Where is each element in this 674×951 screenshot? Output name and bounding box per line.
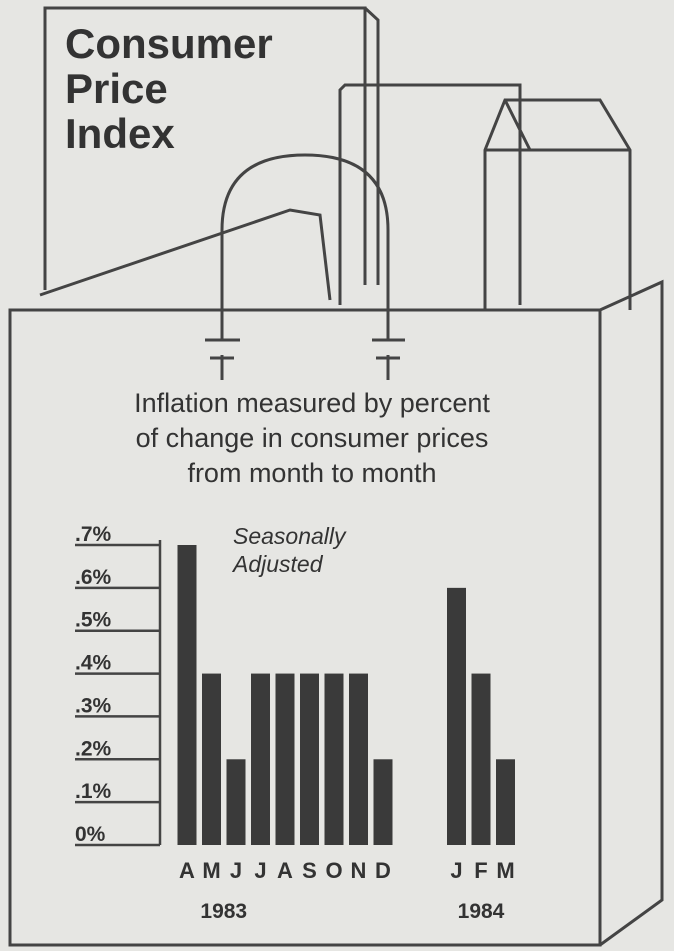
box-label: Consumer	[65, 20, 273, 67]
x-tick-label: A	[179, 858, 195, 883]
bar	[325, 674, 344, 845]
bar	[472, 674, 491, 845]
bar	[276, 674, 295, 845]
box-label: Price	[65, 65, 168, 112]
x-tick-label: A	[277, 858, 293, 883]
x-tick-label: M	[496, 858, 514, 883]
y-tick-label: 0%	[75, 823, 106, 846]
rivets	[205, 340, 405, 380]
x-tick-label: J	[254, 858, 266, 883]
bar	[178, 545, 197, 845]
bar	[349, 674, 368, 845]
bar	[251, 674, 270, 845]
y-tick-label: .4%	[75, 652, 112, 675]
y-tick-label: .7%	[75, 523, 112, 546]
x-group-label: 1984	[458, 900, 505, 923]
x-tick-label: O	[325, 858, 342, 883]
chart-title: from month to month	[187, 458, 436, 488]
package	[340, 85, 520, 305]
carton	[485, 100, 630, 310]
x-tick-label: N	[351, 858, 367, 883]
x-tick-label: F	[474, 858, 487, 883]
x-tick-label: S	[302, 858, 317, 883]
x-tick-label: J	[230, 858, 242, 883]
bar	[374, 759, 393, 845]
y-tick-label: .6%	[75, 566, 112, 589]
annotation: Adjusted	[231, 551, 324, 577]
x-tick-label: M	[202, 858, 220, 883]
bar	[202, 674, 221, 845]
annotation: Seasonally	[233, 523, 347, 549]
chart: ConsumerPriceIndex Inflation measured by …	[0, 0, 674, 951]
bar	[447, 588, 466, 845]
y-tick-label: .1%	[75, 780, 112, 803]
x-tick-label: D	[375, 858, 391, 883]
bar	[496, 759, 515, 845]
box-label: Index	[65, 110, 175, 157]
book	[40, 210, 330, 300]
bar	[227, 759, 246, 845]
y-tick-label: .5%	[75, 609, 112, 632]
y-tick-label: .2%	[75, 737, 112, 760]
y-tick-label: .3%	[75, 694, 112, 717]
bar	[300, 674, 319, 845]
handle	[222, 155, 388, 340]
x-group-label: 1983	[200, 900, 247, 923]
chart-title: Inflation measured by percent	[134, 388, 490, 418]
x-tick-label: J	[450, 858, 462, 883]
chart-title: of change in consumer prices	[136, 423, 489, 453]
